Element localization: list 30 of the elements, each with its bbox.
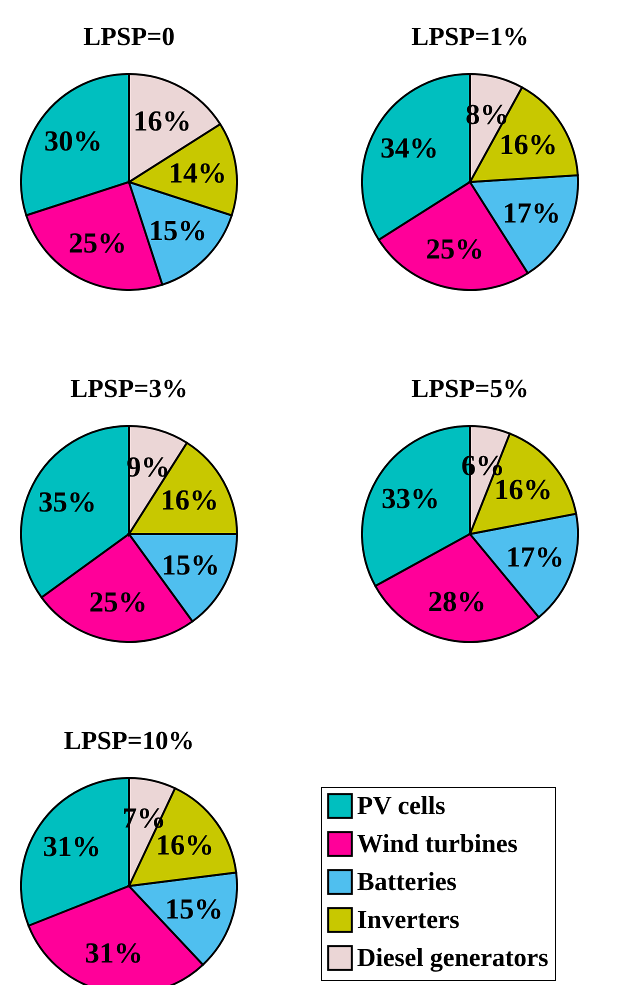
data-label: 15%: [148, 214, 207, 247]
chart-title: LPSP=10%: [64, 726, 194, 755]
legend-label: Inverters: [357, 905, 460, 934]
data-label: 30%: [44, 125, 102, 158]
data-label: 33%: [382, 482, 440, 515]
data-label: 17%: [502, 197, 561, 230]
chart-title: LPSP=3%: [70, 374, 188, 403]
data-label: 35%: [38, 486, 96, 519]
data-label: 15%: [165, 893, 224, 926]
data-label: 17%: [506, 541, 564, 574]
data-label: 31%: [42, 831, 101, 864]
legend-label: Batteries: [357, 867, 457, 896]
data-label: 15%: [162, 549, 220, 582]
data-label: 16%: [499, 128, 558, 161]
data-label: 28%: [428, 586, 486, 618]
data-label: 16%: [160, 484, 219, 517]
legend-label: PV cells: [357, 791, 446, 820]
data-label: 25%: [68, 228, 127, 260]
data-label: 25%: [89, 586, 148, 618]
data-label: 16%: [156, 829, 214, 862]
data-label: 31%: [84, 937, 143, 970]
legend-label: Wind turbines: [357, 829, 518, 858]
chart-title: LPSP=1%: [411, 22, 529, 51]
legend-label: Diesel generators: [357, 943, 548, 972]
data-label: 34%: [380, 132, 438, 165]
data-label: 25%: [426, 233, 484, 266]
chart-title: LPSP=0: [83, 22, 175, 51]
chart-title: LPSP=5%: [411, 374, 529, 403]
data-label: 16%: [133, 105, 192, 138]
data-label: 14%: [168, 157, 227, 190]
